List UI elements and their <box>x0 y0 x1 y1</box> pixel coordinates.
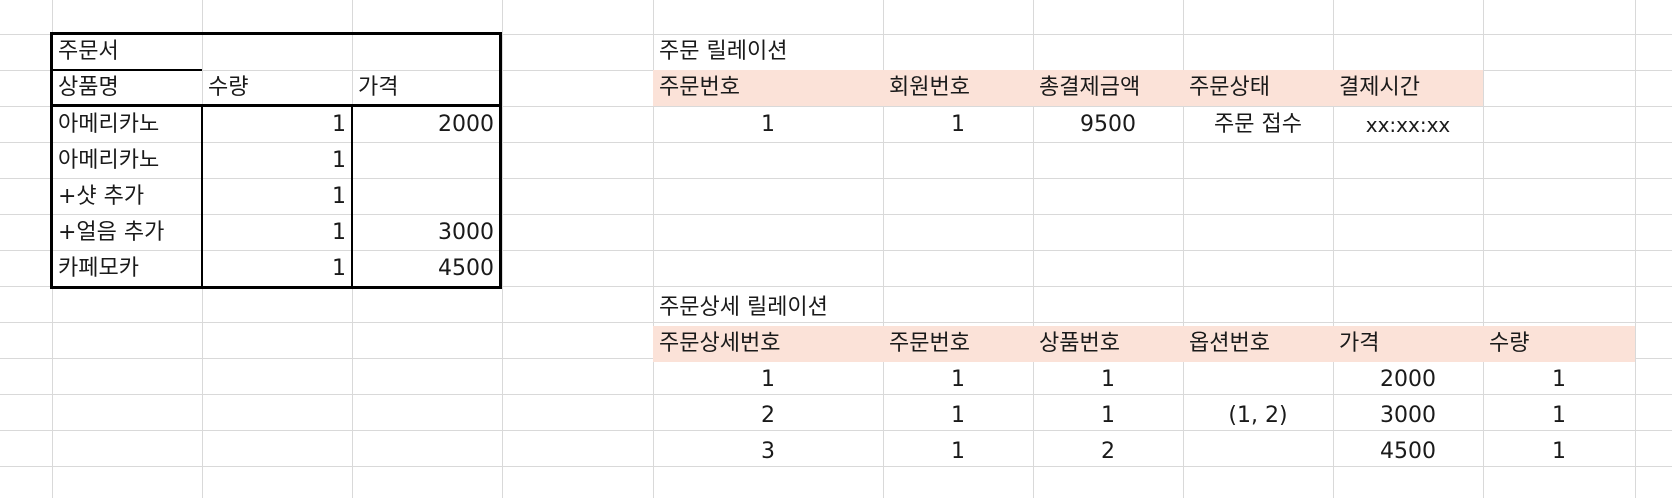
order-relation-cell[interactable]: 1 <box>951 112 965 137</box>
order-form-product-cell[interactable]: +얼음 추가 <box>58 220 165 245</box>
row-gridline <box>0 106 1672 107</box>
order-form-qty-cell[interactable]: 1 <box>332 220 346 245</box>
order-form-product-cell[interactable]: 카페모카 <box>58 256 139 281</box>
row-gridline <box>0 394 1672 395</box>
order-relation-cell[interactable]: 9500 <box>1080 112 1136 137</box>
order-detail-cell[interactable]: 1 <box>951 439 965 464</box>
column-gridline <box>1333 0 1334 498</box>
row-gridline <box>0 322 1672 323</box>
order-form-qty-cell[interactable]: 1 <box>332 148 346 173</box>
row-gridline <box>0 466 1672 467</box>
order-form-product-cell[interactable]: 아메리카노 <box>58 112 160 137</box>
order-detail-cell[interactable]: 1 <box>951 403 965 428</box>
order-relation-title[interactable]: 주문 릴레이션 <box>659 39 788 64</box>
order-form-qty-cell[interactable]: 1 <box>332 256 346 281</box>
order-detail-cell[interactable]: 1 <box>1552 367 1566 392</box>
row-gridline <box>0 250 1672 251</box>
order-relation-header-paid-time[interactable]: 결제시간 <box>1339 75 1420 100</box>
order-relation-cell[interactable]: xx:xx:xx <box>1365 113 1451 137</box>
column-gridline <box>1183 0 1184 498</box>
column-gridline <box>502 0 503 498</box>
order-detail-header-product-no[interactable]: 상품번호 <box>1039 331 1120 356</box>
row-gridline <box>0 34 1672 35</box>
row-gridline <box>0 178 1672 179</box>
order-relation-header-order-no[interactable]: 주문번호 <box>659 75 740 100</box>
order-detail-header-order-no[interactable]: 주문번호 <box>889 331 970 356</box>
order-detail-header-qty[interactable]: 수량 <box>1489 331 1530 356</box>
order-detail-header-option-no[interactable]: 옵션번호 <box>1189 331 1270 356</box>
order-form-product-cell[interactable]: 아메리카노 <box>58 148 160 173</box>
order-detail-cell[interactable] <box>1183 362 1333 398</box>
order-detail-cell[interactable]: 1 <box>1552 403 1566 428</box>
order-detail-cell[interactable]: 1 <box>1101 403 1115 428</box>
order-detail-cell[interactable]: 3 <box>761 439 775 464</box>
column-gridline <box>1483 0 1484 498</box>
order-detail-cell[interactable] <box>1183 434 1333 470</box>
row-gridline <box>0 214 1672 215</box>
column-gridline <box>883 0 884 498</box>
order-relation-header-total[interactable]: 총결제금액 <box>1039 75 1141 100</box>
order-relation-header-fill <box>653 70 1483 106</box>
order-relation-header-member-no[interactable]: 회원번호 <box>889 75 970 100</box>
order-form-product-cell[interactable]: +샷 추가 <box>58 184 145 209</box>
row-gridline <box>0 430 1672 431</box>
order-detail-header-price[interactable]: 가격 <box>1339 331 1380 356</box>
order-detail-relation-title[interactable]: 주문상세 릴레이션 <box>659 295 828 320</box>
order-detail-cell[interactable]: (1, 2) <box>1228 403 1288 428</box>
order-form-header-price[interactable]: 가격 <box>358 75 399 100</box>
order-form-header-qty[interactable]: 수량 <box>208 75 249 100</box>
order-form-price-cell[interactable]: 4500 <box>438 256 494 281</box>
row-gridline <box>0 142 1672 143</box>
order-detail-cell[interactable]: 1 <box>761 367 775 392</box>
order-form-price-cell[interactable]: 3000 <box>438 220 494 245</box>
column-gridline <box>1635 0 1636 498</box>
order-detail-cell[interactable]: 2 <box>761 403 775 428</box>
order-detail-header-detail-no[interactable]: 주문상세번호 <box>659 331 781 356</box>
column-gridline <box>653 0 654 498</box>
order-form-price-cell[interactable]: 2000 <box>438 112 494 137</box>
order-detail-cell[interactable]: 1 <box>1552 439 1566 464</box>
row-gridline <box>0 286 1672 287</box>
order-form-header-product[interactable]: 상품명 <box>58 75 119 100</box>
order-form-title[interactable]: 주문서 <box>58 39 119 64</box>
order-detail-cell[interactable]: 2 <box>1101 439 1115 464</box>
order-form-qty-cell[interactable]: 1 <box>332 184 346 209</box>
order-detail-header-fill <box>653 326 1635 362</box>
order-relation-cell[interactable]: 주문 접수 <box>1214 112 1302 137</box>
order-detail-cell[interactable]: 1 <box>951 367 965 392</box>
order-relation-cell[interactable]: 1 <box>761 112 775 137</box>
order-detail-cell[interactable]: 3000 <box>1380 403 1436 428</box>
order-relation-header-status[interactable]: 주문상태 <box>1189 75 1270 100</box>
order-detail-cell[interactable]: 4500 <box>1380 439 1436 464</box>
column-gridline <box>1033 0 1034 498</box>
order-detail-cell[interactable]: 2000 <box>1380 367 1436 392</box>
order-form-qty-cell[interactable]: 1 <box>332 112 346 137</box>
order-detail-cell[interactable]: 1 <box>1101 367 1115 392</box>
